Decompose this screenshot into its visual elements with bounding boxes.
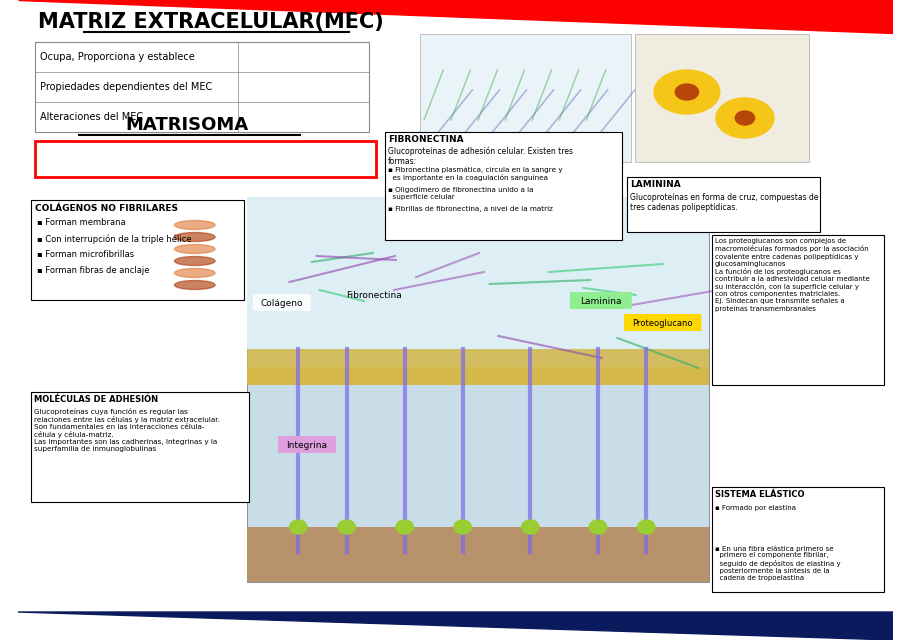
Text: Glucoproteínas de adhesión celular. Existen tres
formas:: Glucoproteínas de adhesión celular. Exis… (388, 146, 573, 166)
Ellipse shape (716, 98, 774, 138)
Ellipse shape (175, 269, 215, 278)
Text: FIBRONECTINA: FIBRONECTINA (388, 135, 463, 144)
FancyBboxPatch shape (247, 197, 710, 349)
FancyBboxPatch shape (35, 72, 369, 102)
FancyBboxPatch shape (247, 367, 710, 385)
FancyBboxPatch shape (712, 235, 884, 385)
Ellipse shape (654, 70, 719, 114)
FancyBboxPatch shape (386, 132, 622, 240)
Ellipse shape (638, 520, 655, 534)
Text: Colágeno: Colágeno (261, 298, 303, 307)
Ellipse shape (175, 244, 215, 253)
Text: ▪ Forman membrana: ▪ Forman membrana (37, 218, 126, 227)
Ellipse shape (175, 221, 215, 230)
Text: ▪ Fibrillas de fibronectina, a nivel de la matriz: ▪ Fibrillas de fibronectina, a nivel de … (388, 206, 553, 212)
Text: ▪ Oligodímero de fibronectina unido a la
  superficie celular: ▪ Oligodímero de fibronectina unido a la… (388, 186, 534, 200)
FancyBboxPatch shape (570, 292, 632, 309)
FancyBboxPatch shape (278, 436, 336, 453)
Text: ▪ Fibronectina plasmática, circula en la sangre y
  es importante en la coagulac: ▪ Fibronectina plasmática, circula en la… (388, 166, 563, 180)
FancyBboxPatch shape (18, 34, 893, 612)
Ellipse shape (175, 280, 215, 289)
Text: Glucoproteínas cuya función es regular las
relaciones entre las células y la mat: Glucoproteínas cuya función es regular l… (34, 408, 220, 452)
FancyBboxPatch shape (247, 527, 710, 582)
FancyBboxPatch shape (35, 42, 369, 132)
Text: Glucoproteínas en forma de cruz, compuestas de
tres cadenas polipeptídicas.: Glucoproteínas en forma de cruz, compues… (630, 193, 818, 212)
Text: Fibronectina: Fibronectina (346, 291, 402, 300)
FancyBboxPatch shape (420, 34, 631, 162)
Ellipse shape (290, 520, 307, 534)
FancyBboxPatch shape (32, 392, 249, 502)
Text: ▪ Forman microfibrillas: ▪ Forman microfibrillas (37, 250, 134, 259)
Text: ▪ Con interrupción de la triple hélice: ▪ Con interrupción de la triple hélice (37, 234, 192, 243)
Text: ▪ Formado por elastina: ▪ Formado por elastina (715, 505, 796, 511)
Text: ▪ Forman fibras de anclaje: ▪ Forman fibras de anclaje (37, 266, 149, 275)
Text: MATRIZ EXTRACELULAR(MEC): MATRIZ EXTRACELULAR(MEC) (38, 12, 384, 32)
FancyBboxPatch shape (35, 141, 376, 177)
FancyBboxPatch shape (165, 204, 224, 292)
Ellipse shape (395, 520, 414, 534)
Ellipse shape (175, 232, 215, 241)
Polygon shape (18, 612, 893, 640)
FancyBboxPatch shape (712, 487, 884, 592)
Text: ▪ En una fibra elástica primero se
  primero el componente fibrilar,
  seguido d: ▪ En una fibra elástica primero se prime… (715, 545, 841, 581)
Text: Proteoglucano: Proteoglucano (633, 319, 693, 328)
Text: Alteraciones del MEC: Alteraciones del MEC (40, 112, 143, 122)
Ellipse shape (454, 520, 472, 534)
Text: Integrina: Integrina (287, 440, 328, 449)
Text: Ocupa, Proporciona y establece: Ocupa, Proporciona y establece (40, 52, 195, 62)
Text: Los proteoglucanos son complejos de
macromoléculas formados por la asociación
co: Los proteoglucanos son complejos de macr… (715, 238, 870, 312)
FancyBboxPatch shape (32, 200, 244, 300)
Text: COLÁGENOS NO FIBRILARES: COLÁGENOS NO FIBRILARES (35, 204, 178, 213)
Ellipse shape (735, 111, 755, 125)
Text: SISTEMA ELÁSTICO: SISTEMA ELÁSTICO (715, 490, 805, 499)
Text: LAMININA: LAMININA (630, 180, 681, 189)
Text: MATRISOMA: MATRISOMA (126, 116, 249, 134)
Ellipse shape (589, 520, 606, 534)
Ellipse shape (175, 257, 215, 266)
FancyBboxPatch shape (627, 177, 820, 232)
Ellipse shape (521, 520, 539, 534)
Text: Laminina: Laminina (580, 296, 622, 305)
Text: MOLÉCULAS DE ADHESIÓN: MOLÉCULAS DE ADHESIÓN (34, 395, 158, 404)
Ellipse shape (338, 520, 356, 534)
FancyBboxPatch shape (624, 314, 701, 331)
Ellipse shape (675, 84, 699, 100)
Text: Propiedades dependientes del MEC: Propiedades dependientes del MEC (40, 82, 213, 92)
FancyBboxPatch shape (634, 34, 809, 162)
Polygon shape (18, 0, 893, 33)
FancyBboxPatch shape (252, 294, 310, 311)
FancyBboxPatch shape (247, 197, 710, 582)
FancyBboxPatch shape (247, 349, 710, 367)
